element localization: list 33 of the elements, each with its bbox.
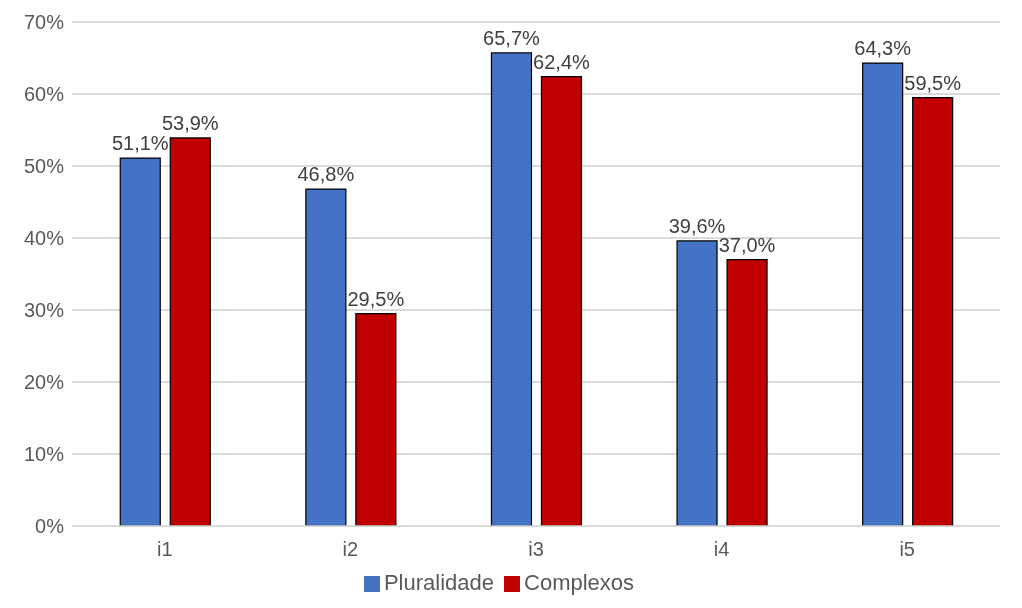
y-tick-label: 30% [23,299,65,322]
data-label: 62,4% [533,50,591,73]
y-tick-label: 40% [23,227,65,250]
y-tick-label: 60% [23,83,65,106]
x-tick-label: i5 [899,538,915,561]
data-label: 59,5% [904,71,962,94]
bar [862,62,904,526]
bar [169,137,211,526]
bar [119,157,161,526]
bar [305,188,347,526]
y-tick-label: 10% [23,443,65,466]
x-tick-label: i2 [342,538,359,561]
data-label: 53,9% [161,111,219,134]
bar [355,313,397,526]
bar [540,76,583,526]
y-tick-label: 20% [23,371,65,394]
y-tick-label: 70% [23,11,65,34]
bar [676,240,718,526]
data-label: 46,8% [297,163,355,186]
legend-label: Pluralidade [383,570,495,595]
legend-label: Complexos [524,570,635,595]
bar [726,259,768,526]
data-label: 64,3% [854,37,912,60]
y-tick-label: 50% [23,155,65,178]
bar [912,97,954,526]
y-tick-label: 0% [35,515,65,538]
x-tick-label: i1 [157,538,173,561]
data-label: 65,7% [483,26,541,49]
data-label: 51,1% [111,132,169,155]
bar [490,52,533,526]
x-tick-label: i4 [713,538,730,561]
x-tick-label: i3 [528,538,544,561]
data-label: 29,5% [347,287,405,310]
